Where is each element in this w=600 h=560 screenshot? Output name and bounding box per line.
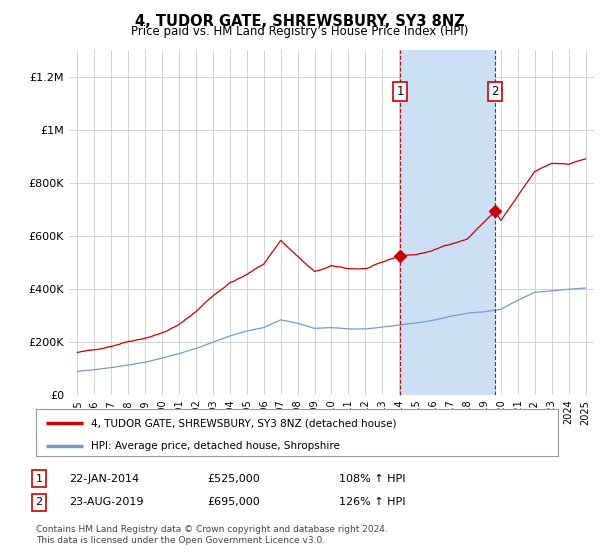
Text: 4, TUDOR GATE, SHREWSBURY, SY3 8NZ (detached house): 4, TUDOR GATE, SHREWSBURY, SY3 8NZ (deta… — [91, 418, 397, 428]
Text: 1: 1 — [397, 85, 404, 98]
Text: 2: 2 — [491, 85, 499, 98]
Text: 23-AUG-2019: 23-AUG-2019 — [69, 497, 143, 507]
Text: HPI: Average price, detached house, Shropshire: HPI: Average price, detached house, Shro… — [91, 441, 340, 451]
Text: £525,000: £525,000 — [207, 474, 260, 484]
Text: 126% ↑ HPI: 126% ↑ HPI — [339, 497, 406, 507]
Text: 22-JAN-2014: 22-JAN-2014 — [69, 474, 139, 484]
Text: 1: 1 — [35, 474, 43, 484]
Text: 108% ↑ HPI: 108% ↑ HPI — [339, 474, 406, 484]
Bar — [400, 50, 495, 395]
Text: 2: 2 — [35, 497, 43, 507]
Text: Contains HM Land Registry data © Crown copyright and database right 2024.
This d: Contains HM Land Registry data © Crown c… — [36, 525, 388, 545]
Text: Price paid vs. HM Land Registry’s House Price Index (HPI): Price paid vs. HM Land Registry’s House … — [131, 25, 469, 38]
Text: 4, TUDOR GATE, SHREWSBURY, SY3 8NZ: 4, TUDOR GATE, SHREWSBURY, SY3 8NZ — [135, 14, 465, 29]
Text: £695,000: £695,000 — [207, 497, 260, 507]
